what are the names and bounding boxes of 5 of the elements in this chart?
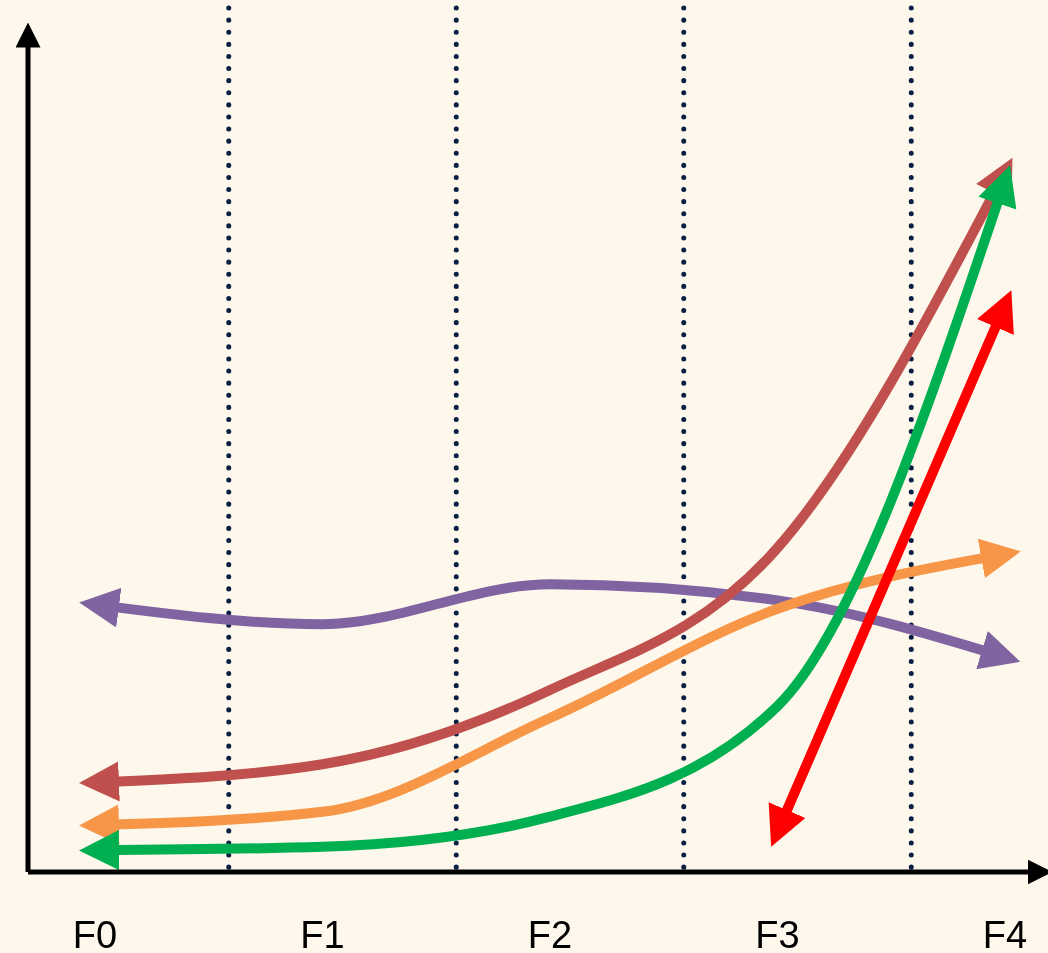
x-tick-label: F3 (755, 914, 800, 953)
x-tick-label: F2 (527, 914, 573, 953)
x-tick-label: F4 (982, 914, 1028, 953)
x-tick-label: F1 (300, 914, 345, 953)
x-tick-label: F0 (72, 914, 118, 953)
